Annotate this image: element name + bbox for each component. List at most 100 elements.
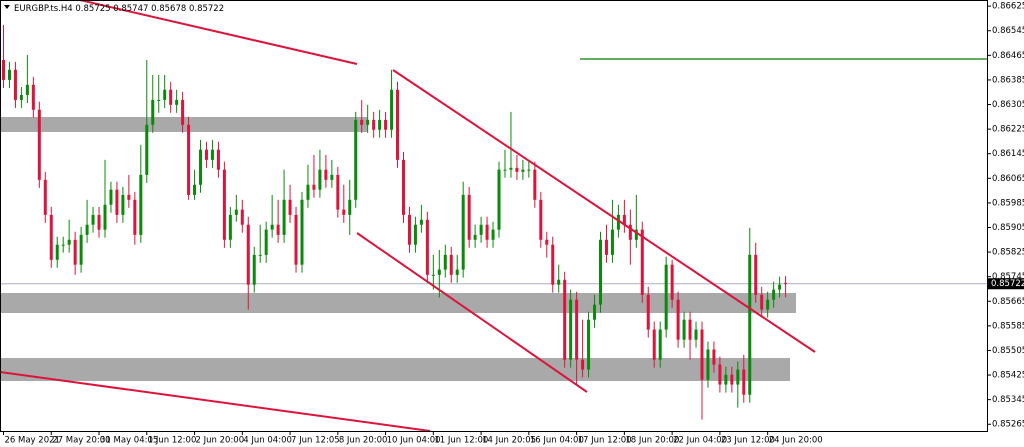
y-tick-label: 0.85505 [992, 346, 1024, 356]
zone [0, 358, 790, 381]
x-tick-label: 1 Jun 12:00 [148, 436, 197, 446]
candle-body [384, 119, 388, 130]
candle-body [485, 224, 489, 240]
candle-body [31, 84, 35, 110]
y-tick-label: 0.85985 [992, 198, 1024, 208]
candle-body [85, 224, 89, 235]
x-tick-label: 23 Jun 12:00 [721, 436, 775, 446]
candle-body [431, 274, 435, 276]
last-low: 0.85678 [151, 4, 186, 14]
menu-icon[interactable] [4, 5, 10, 9]
candle-body [330, 174, 334, 180]
candle-body [521, 169, 525, 172]
candle-body [628, 224, 632, 240]
candle-body [419, 219, 423, 225]
candle-body [390, 89, 394, 130]
candle-body [187, 124, 191, 195]
y-tick-label: 0.86065 [992, 174, 1024, 184]
candle-body [545, 239, 549, 245]
x-tick-label: 27 May 20:00 [52, 436, 110, 446]
candle-body [634, 229, 638, 240]
candle-body [646, 294, 650, 330]
candle-body [724, 374, 728, 385]
candle-body [342, 209, 346, 215]
candle-body [67, 239, 71, 245]
candle-body [115, 189, 119, 215]
candle-body [396, 89, 400, 160]
candle-body [497, 169, 501, 230]
candle-body [91, 214, 95, 225]
candle-body [204, 149, 208, 160]
x-tick-label: 7 Jun 12:05 [291, 436, 340, 446]
candle-body [670, 264, 674, 300]
candle-body [163, 89, 167, 100]
candle-body [2, 59, 5, 80]
price-marker [988, 278, 1024, 290]
x-tick-label: 26 May 2021 [5, 436, 60, 446]
candle-body [730, 374, 734, 385]
candle-body [228, 214, 232, 240]
candle-body [282, 199, 286, 235]
candle-body [175, 99, 179, 105]
candle-body [234, 209, 238, 215]
chart-header: EURGBP.ts.H4 0.85725 0.85747 0.85678 0.8… [14, 4, 224, 14]
candle-body [336, 174, 340, 210]
candle-body [754, 254, 758, 295]
candle-body [193, 184, 197, 195]
candle-body [318, 169, 322, 190]
y-tick-label: 0.86465 [992, 51, 1024, 61]
y-tick-label: 0.86545 [992, 26, 1024, 36]
candle-body [688, 319, 692, 340]
candle-body [778, 284, 782, 290]
y-tick-label: 0.85825 [992, 248, 1024, 258]
trend-line [0, 371, 431, 432]
candle-body [784, 282, 788, 284]
candle-body [127, 194, 131, 200]
y-tick-label: 0.85905 [992, 223, 1024, 233]
candle-body [449, 254, 453, 275]
candle-body [443, 254, 447, 270]
candle-body [467, 194, 471, 240]
candle-body [712, 349, 716, 365]
y-tick-label: 0.85345 [992, 395, 1024, 405]
candle-body [563, 279, 567, 360]
y-tick-label: 0.85745 [992, 272, 1024, 282]
x-tick-label: 10 Jun 04:00 [387, 436, 441, 446]
candle-body [216, 149, 220, 170]
x-tick-label: 14 Jun 20:05 [482, 436, 536, 446]
candle-body [479, 224, 483, 235]
candle-body [139, 174, 143, 235]
candle-body [539, 199, 543, 240]
candle-body [157, 99, 161, 101]
price-marker-label: 0.85722 [991, 279, 1024, 289]
candle-body [145, 124, 149, 175]
candle-body [760, 294, 764, 310]
x-tick-label: 22 Jun 04:00 [673, 436, 727, 446]
last-open: 0.85725 [75, 4, 110, 14]
y-tick-label: 0.85585 [992, 321, 1024, 331]
candle-body [593, 304, 597, 320]
candle-body [455, 269, 459, 275]
candle-body [401, 159, 405, 215]
candle-body [55, 244, 59, 260]
candle-body [378, 119, 382, 130]
candle-body [25, 84, 29, 95]
candle-body [437, 269, 441, 275]
candle-body [658, 329, 662, 360]
candle-body [169, 89, 173, 105]
candle-body [222, 169, 226, 240]
candle-body [569, 299, 573, 360]
trend-line [356, 232, 588, 393]
candle-body [425, 219, 429, 275]
candle-body [199, 149, 203, 185]
zone [0, 293, 796, 313]
candle-body [246, 224, 250, 285]
candle-body [772, 289, 776, 300]
candle-body [210, 149, 214, 160]
y-tick-label: 0.85425 [992, 371, 1024, 381]
candle-body [348, 199, 352, 215]
candle-body [37, 109, 41, 180]
candle-body [73, 239, 77, 265]
y-tick-label: 0.86625 [992, 2, 1024, 12]
candle-body [13, 69, 17, 100]
